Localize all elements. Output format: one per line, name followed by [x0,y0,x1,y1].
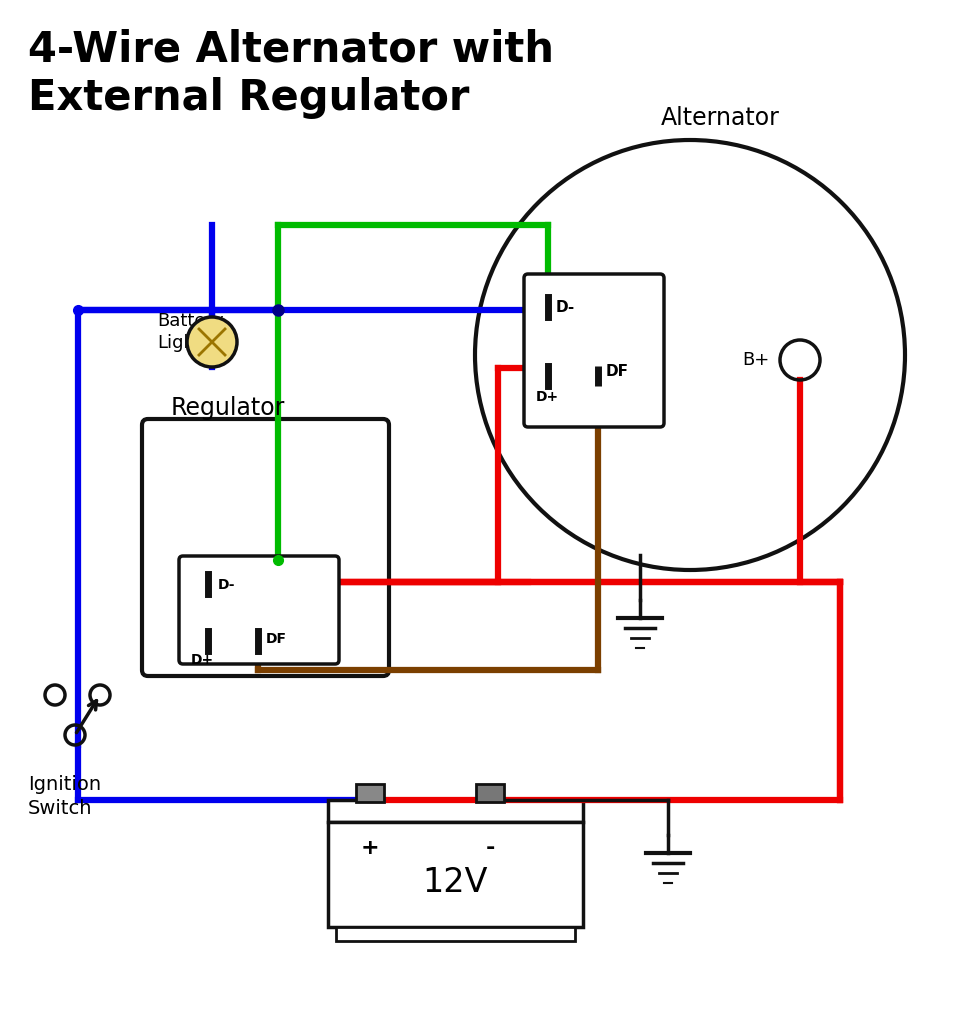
Text: Ignition
Switch: Ignition Switch [28,775,101,817]
Circle shape [187,317,237,367]
Text: -: - [486,838,494,858]
Text: D-: D- [218,578,235,592]
Text: Battery
Light: Battery Light [157,312,224,352]
Text: D+: D+ [536,390,559,404]
Text: DF: DF [266,632,287,646]
Bar [356,784,384,802]
Text: D-: D- [556,299,575,314]
FancyBboxPatch shape [142,419,389,676]
Text: B+: B+ [743,351,770,369]
FancyBboxPatch shape [179,556,339,664]
Text: Alternator: Alternator [660,106,780,130]
Text: Regulator: Regulator [171,396,285,420]
Bar [328,822,583,927]
Bar [328,800,583,822]
Text: 4-Wire Alternator with
External Regulator: 4-Wire Alternator with External Regulato… [28,28,554,119]
Bar [476,784,504,802]
Text: +: + [361,838,379,858]
FancyBboxPatch shape [524,274,664,427]
Text: DF: DF [606,365,629,380]
Text: 12V: 12V [422,865,489,898]
Text: D+: D+ [191,653,214,667]
Bar [336,927,575,941]
